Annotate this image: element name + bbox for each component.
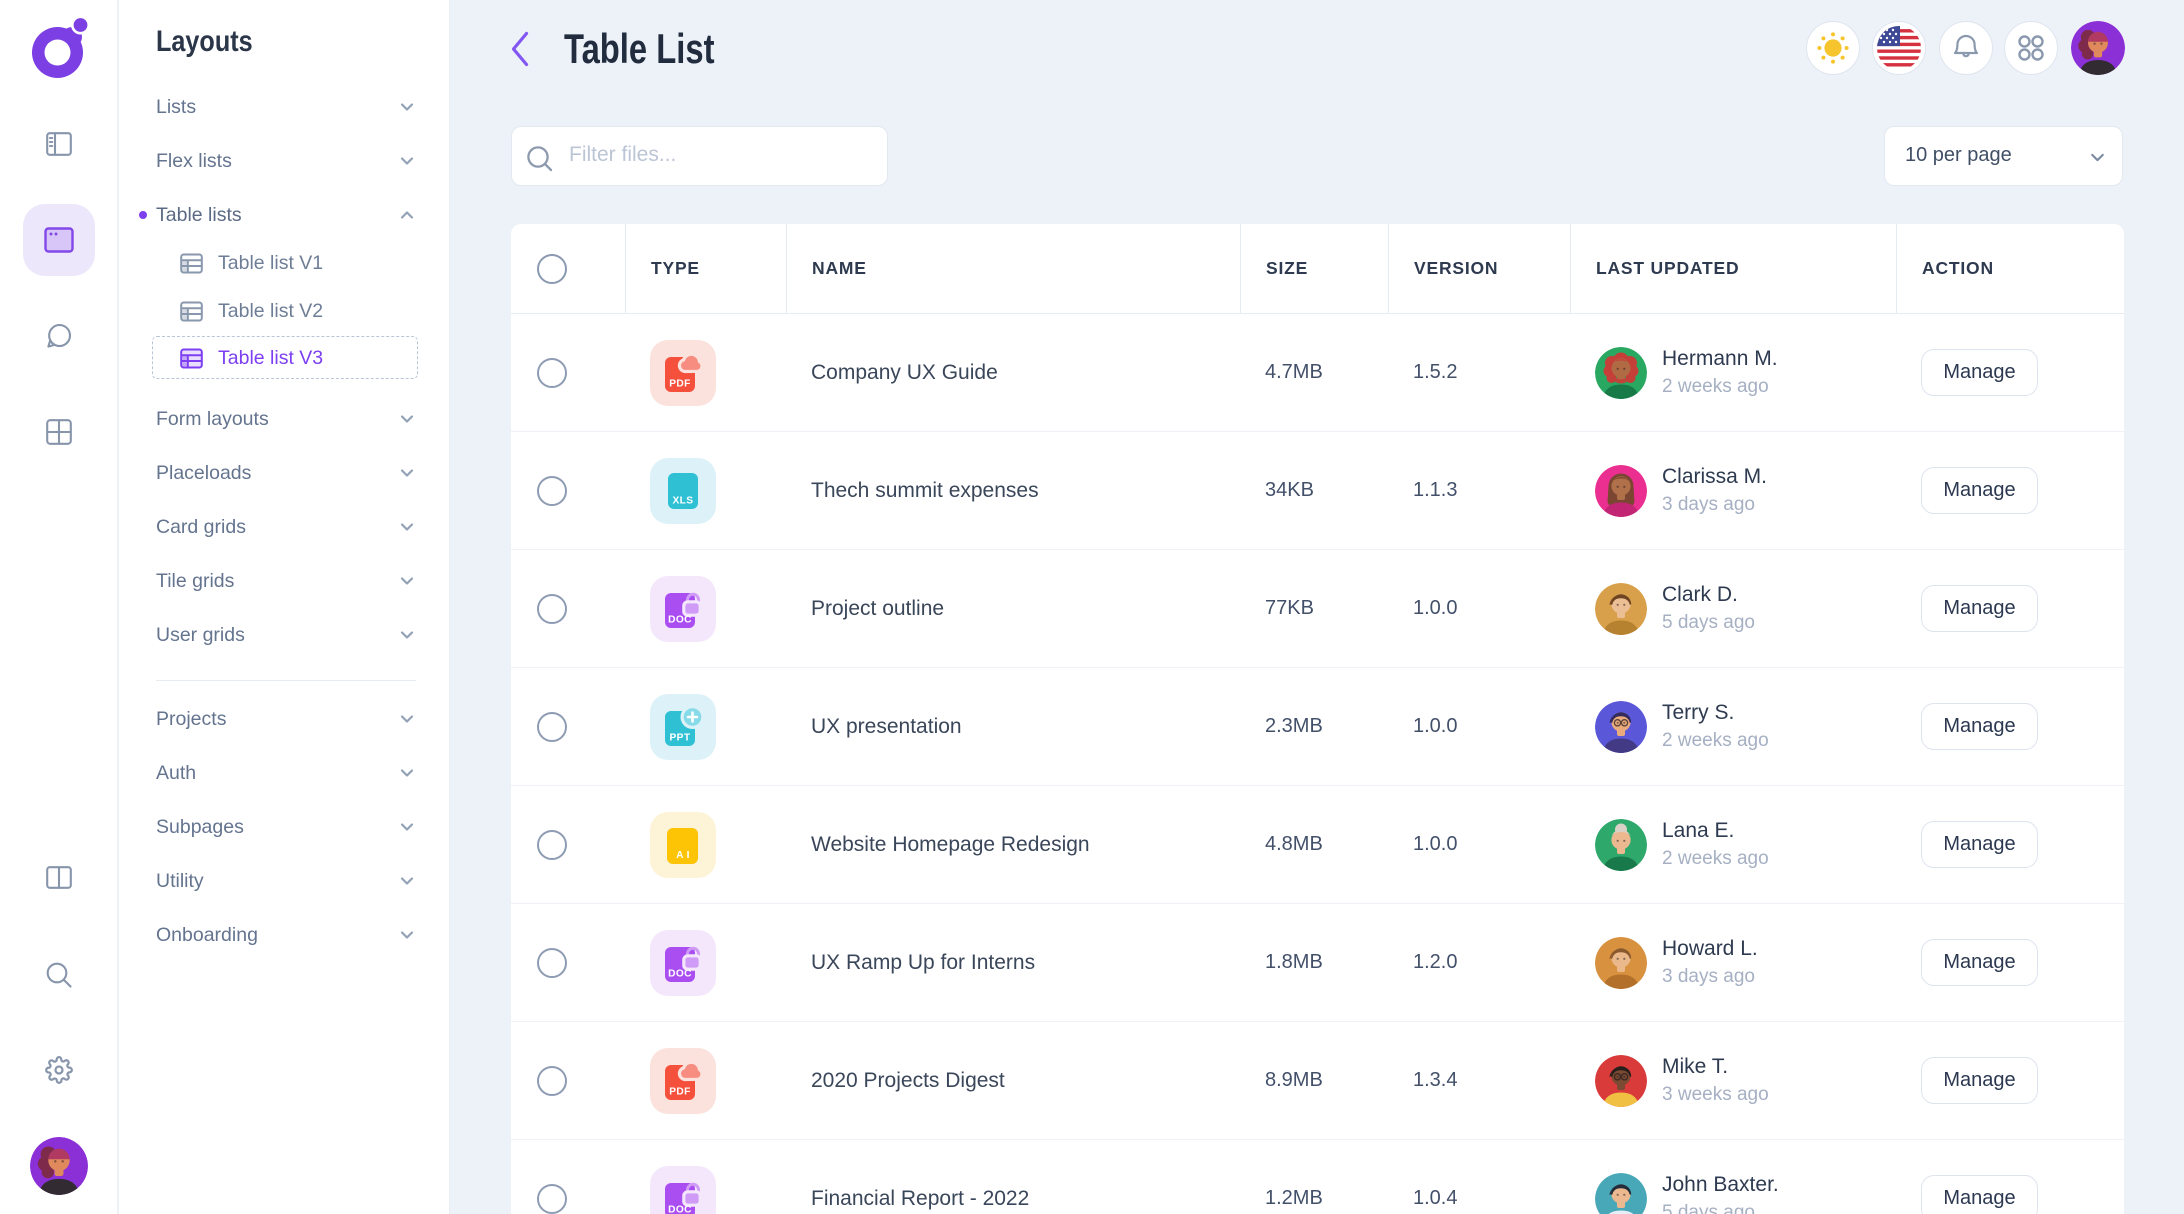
svg-text:XLS: XLS	[672, 495, 693, 506]
svg-text:A I: A I	[676, 850, 690, 861]
svg-text:PDF: PDF	[669, 378, 691, 389]
svg-text:PPT: PPT	[669, 732, 690, 743]
svg-text:DOC: DOC	[668, 614, 692, 625]
svg-text:DOC: DOC	[668, 1204, 692, 1214]
svg-text:DOC: DOC	[668, 968, 692, 979]
svg-text:PDF: PDF	[669, 1086, 691, 1097]
